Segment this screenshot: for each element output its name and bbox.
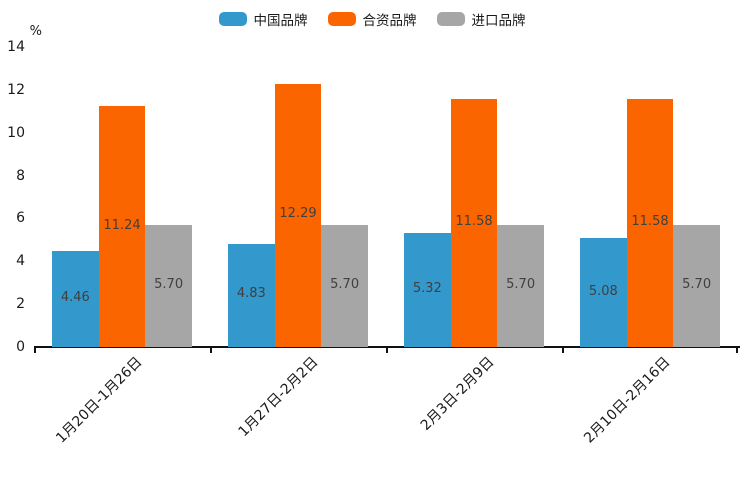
bar-合资品牌-1 [98,106,146,347]
x-axis-tick-mark [34,348,36,353]
x-axis-category-label: 2月10日-2月16日 [581,354,674,447]
bar-进口品牌-4 [673,224,720,347]
bar-进口品牌-3 [497,224,544,347]
legend-item-进口品牌[interactable]: 进口品牌 [436,9,526,29]
x-axis-tick-mark [562,348,564,353]
y-axis-tick-label: 10 [7,124,25,141]
legend-swatch-icon [218,12,247,26]
bar-value-label: 5.70 [682,276,712,292]
chart-legend: 中国品牌 合资品牌 进口品牌 [0,9,744,29]
bar-中国品牌-2 [228,243,275,347]
bar-value-label: 4.46 [60,290,90,306]
y-axis-tick-label: 4 [16,253,25,270]
legend-label: 进口品牌 [471,13,526,29]
bar-中国品牌-4 [580,238,627,347]
bar-中国品牌-1 [52,251,99,347]
bar-中国品牌-3 [404,233,451,347]
legend-swatch-icon [327,12,356,26]
bar-合资品牌-4 [626,98,674,347]
y-axis-tick-label: 6 [16,210,25,227]
bar-value-label: 11.58 [455,213,493,229]
x-axis-category-label: 2月3日-2月9日 [417,354,498,434]
y-axis-tick-label: 2 [16,296,25,313]
legend-swatch-icon [436,12,465,26]
bar-合资品牌-3 [450,98,498,347]
bar-合资品牌-2 [274,83,322,347]
y-axis-tick-label: 8 [16,167,25,184]
y-axis-tick-label: 0 [16,339,25,355]
x-axis-category-label: 1月20日-1月26日 [53,354,146,447]
bar-进口品牌-1 [145,224,192,347]
x-axis-category-label: 1月27日-2月2日 [235,354,322,441]
bar-value-label: 5.32 [412,281,442,296]
y-axis-unit-label: % [29,24,42,39]
x-axis-tick-mark [210,348,212,353]
bar-value-label: 5.08 [588,283,618,299]
bar-value-label: 5.70 [154,276,184,292]
bar-value-label: 4.83 [236,286,266,302]
x-axis-line [34,346,740,348]
legend-item-合资品牌[interactable]: 合资品牌 [327,9,417,29]
y-axis-tick-label: 14 [7,39,25,55]
legend-label: 合资品牌 [362,13,417,29]
y-axis-tick-label: 12 [7,81,25,98]
x-axis-tick-mark [386,348,388,353]
legend-label: 中国品牌 [253,13,308,29]
bar-value-label: 5.70 [330,276,360,292]
bar-进口品牌-2 [321,224,368,347]
bar-value-label: 5.70 [506,276,536,292]
legend-item-中国品牌[interactable]: 中国品牌 [218,9,308,29]
bar-value-label: 12.29 [279,206,317,222]
bar-value-label: 11.24 [103,217,141,233]
bar-value-label: 11.58 [631,213,669,229]
x-axis-tick-mark [736,348,738,353]
